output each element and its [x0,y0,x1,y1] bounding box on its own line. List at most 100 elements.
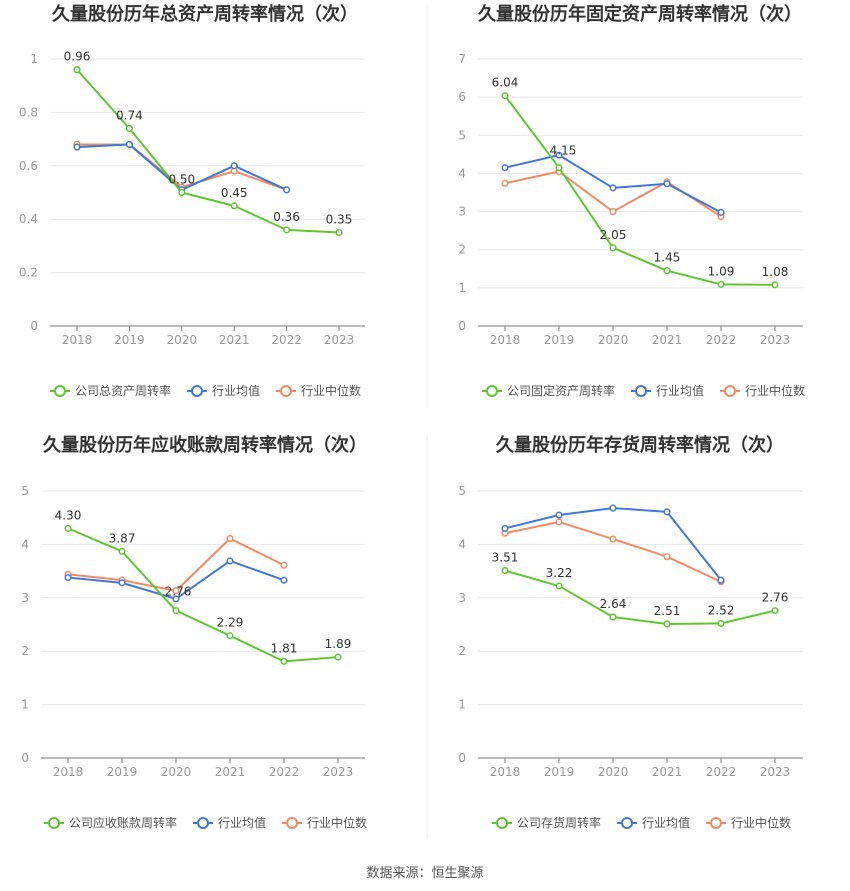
data-point[interactable] [118,579,126,587]
legend-label: 公司总资产周转率 [75,383,171,398]
data-point[interactable] [172,587,180,595]
legend-marker-icon [621,817,634,829]
legend-item-1[interactable]: 公司固定资产周转率 [482,383,615,398]
data-point[interactable] [717,208,725,216]
data-point[interactable] [73,143,81,151]
data-label: 0.36 [273,210,300,224]
data-point[interactable] [771,607,779,615]
legend-marker-icon [54,385,66,397]
data-point[interactable] [230,162,238,170]
data-point[interactable] [283,226,291,234]
data-point[interactable] [501,164,509,172]
data-point[interactable] [226,534,234,543]
data-point[interactable] [280,576,288,584]
data-point[interactable] [118,547,126,555]
data-point[interactable] [663,620,671,628]
chart-3: 久量股份历年应收账款周转率情况（次） 0 1 2 3 4 5 2018 2019 2020 2021… [21,434,367,830]
legend-item-1[interactable]: 公司存货周转率 [492,815,601,830]
data-point[interactable] [283,186,291,194]
legend-marker-icon [496,817,508,829]
data-point[interactable] [663,508,671,516]
data-point[interactable] [609,504,617,512]
data-point[interactable] [609,208,617,216]
data-point[interactable] [226,632,234,640]
x-tick-label: 2018 [490,765,521,779]
data-point[interactable] [73,66,81,74]
y-tick-label: 0 [21,751,29,765]
data-point[interactable] [280,657,288,665]
chart-4: 久量股份历年存货周转率情况（次） 0 1 2 3 4 5 2018 2019 2020 2021 20… [458,434,803,830]
legend-item-2[interactable]: 行业均值 [187,383,260,398]
y-tick-label: 0.4 [19,212,38,226]
data-point[interactable] [717,619,725,627]
data-point[interactable] [663,553,671,561]
data-point[interactable] [555,511,563,519]
data-point[interactable] [663,180,671,188]
data-point[interactable] [230,202,238,210]
data-point[interactable] [771,281,779,289]
data-point[interactable] [717,280,725,288]
data-point[interactable] [280,561,288,569]
y-tick-label: 7 [458,52,466,66]
data-point[interactable] [555,151,563,159]
legend-item-1[interactable]: 公司总资产周转率 [50,383,171,398]
x-tick-label: 2021 [652,333,683,347]
data-point[interactable] [609,184,617,192]
data-point[interactable] [501,179,509,187]
x-tick-label: 2023 [760,333,791,347]
x-tick-label: 2022 [269,765,300,779]
data-point[interactable] [609,535,617,543]
legend-item-3[interactable]: 行业中位数 [706,815,791,830]
x-tick-label: 2020 [598,765,629,779]
chart-title: 久量股份历年应收账款周转率情况（次） [43,434,367,456]
data-point[interactable] [226,557,234,565]
data-point[interactable] [555,582,563,590]
data-label: 2.76 [762,591,789,605]
y-tick-label: 0 [458,319,466,333]
data-point[interactable] [555,164,563,172]
data-point[interactable] [125,140,133,148]
data-point[interactable] [609,613,617,621]
data-point[interactable] [335,229,343,237]
chart-2: 久量股份历年固定资产周转率情况（次） 0 1 2 3 4 5 6 7 2018 2019 2020 20… [458,3,805,398]
data-point[interactable] [172,595,180,603]
data-point[interactable] [64,524,72,532]
chart-1: 久量股份历年总资产周转率情况（次） 0 0.2 0.4 0.6 0.8 1 2018 2019 2… [19,3,365,398]
data-point[interactable] [555,518,563,526]
legend-label: 行业中位数 [301,383,361,398]
data-label: 0.74 [116,108,143,122]
data-point[interactable] [125,124,133,132]
y-tick-label: 2 [458,243,466,257]
data-point[interactable] [64,573,72,582]
legend-marker-icon [191,385,204,397]
legend-item-2[interactable]: 行业均值 [193,815,266,830]
data-point[interactable] [501,524,509,532]
legend-item-3[interactable]: 行业中位数 [282,815,367,830]
data-point[interactable] [334,653,342,661]
data-point[interactable] [501,92,509,100]
y-tick-label: 5 [458,484,466,498]
data-point[interactable] [717,576,725,584]
legend-item-1[interactable]: 公司应收账款周转率 [44,815,177,830]
legend-marker-icon [280,385,293,397]
data-label: 2.76 [165,585,192,599]
x-tick-label: 2021 [219,333,250,347]
legend-item-3[interactable]: 行业中位数 [276,383,361,398]
x-tick-label: 2022 [706,333,737,347]
legend-marker-icon [286,817,299,829]
x-tick-label: 2020 [167,333,198,347]
series-line-1 [76,69,340,234]
series-line-1 [504,95,776,286]
legend-item-2[interactable]: 行业均值 [617,815,690,830]
x-tick-label: 2019 [544,765,575,779]
data-point[interactable] [663,267,671,275]
data-label: 1.89 [325,637,352,651]
data-point[interactable] [172,607,180,615]
legend-item-2[interactable]: 行业均值 [631,383,704,398]
legend-label: 行业中位数 [731,815,791,830]
x-tick-label: 2021 [652,765,683,779]
data-point[interactable] [178,188,186,197]
legend-item-3[interactable]: 行业中位数 [720,383,805,398]
data-point[interactable] [609,244,617,252]
data-point[interactable] [501,567,509,575]
